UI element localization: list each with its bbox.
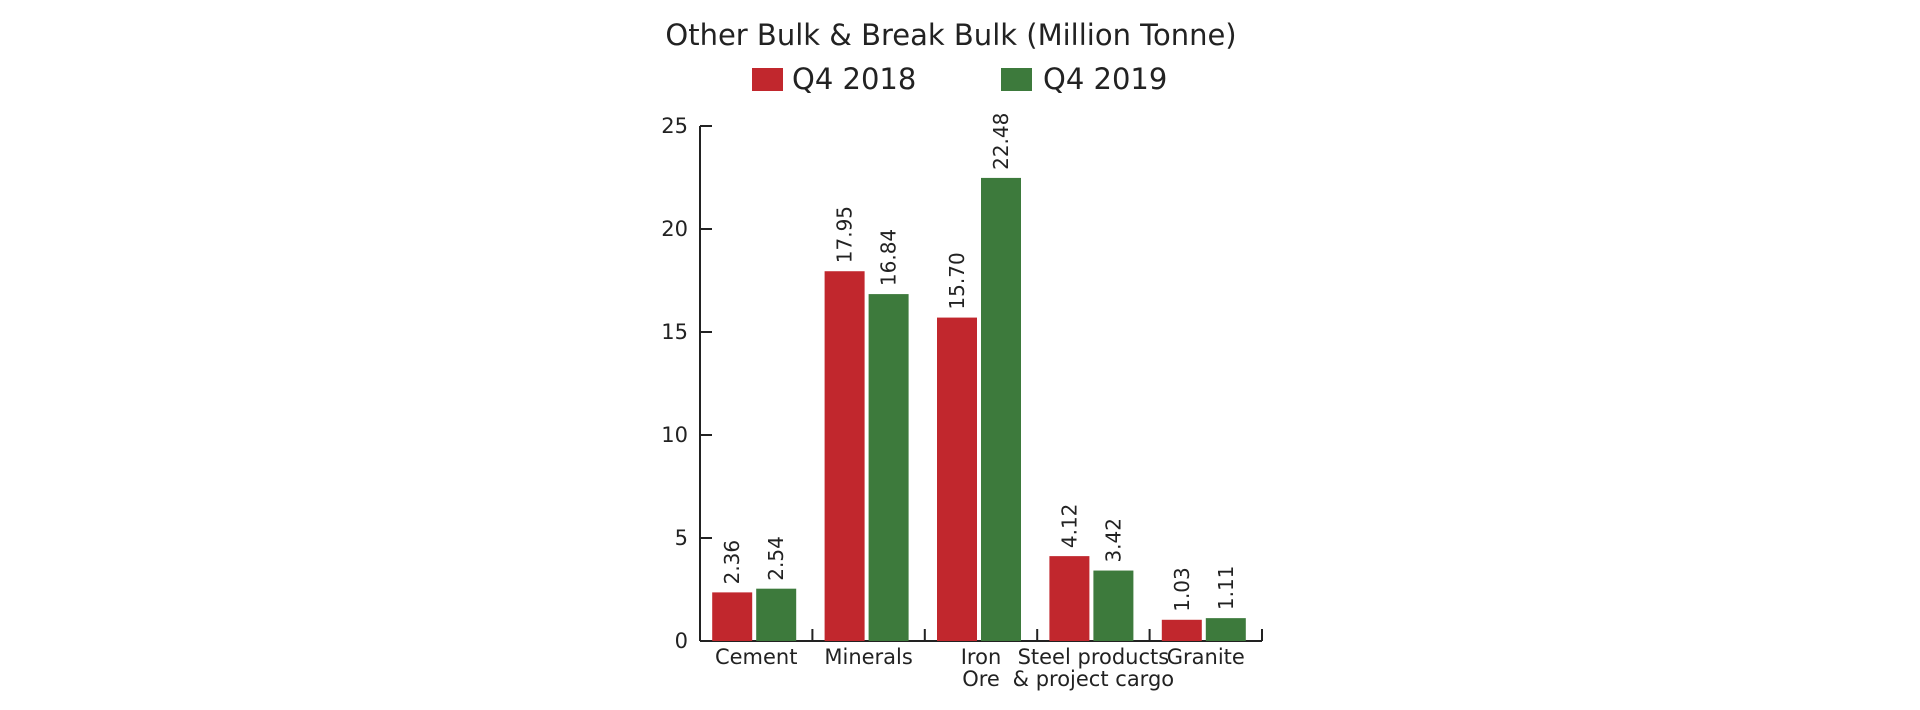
legend-swatch-q4-2019	[1001, 68, 1032, 91]
data-label: 3.42	[1101, 518, 1125, 563]
bar-q4-2018	[1049, 556, 1090, 641]
bar-q4-2019	[868, 294, 909, 641]
category-label: Ore	[962, 667, 1000, 691]
bar-q4-2018	[824, 271, 865, 641]
legend-swatch-q4-2018	[752, 68, 783, 91]
y-axis: 0 5 10 15 20 25	[661, 114, 712, 653]
data-label: 1.03	[1170, 567, 1194, 612]
data-label: 4.12	[1057, 504, 1081, 549]
data-label: 15.70	[945, 252, 969, 309]
bar-q4-2019	[1205, 618, 1246, 641]
category-label: Iron	[961, 645, 1002, 669]
y-tick-label: 10	[661, 423, 688, 447]
bar-q4-2019	[981, 177, 1021, 642]
bar-q4-2018	[1161, 619, 1202, 641]
category-label: & project cargo	[1013, 667, 1174, 691]
legend-label-q4-2019: Q4 2019	[1043, 62, 1167, 96]
bars	[712, 177, 1246, 642]
data-label: 1.11	[1214, 566, 1238, 611]
bar-q4-2018	[937, 317, 977, 641]
data-label: 22.48	[989, 113, 1013, 170]
legend-label-q4-2018: Q4 2018	[792, 62, 916, 96]
y-tick-label: 5	[675, 526, 688, 550]
category-label: Steel products	[1018, 645, 1170, 669]
y-tick-label: 15	[661, 320, 688, 344]
data-label: 17.95	[833, 206, 857, 263]
category-label: Minerals	[824, 645, 912, 669]
category-label: Granite	[1167, 645, 1245, 669]
data-labels: 2.36 2.54 17.95 16.84 15.70 22.48 4.12 3.42 1.03…	[720, 113, 1238, 612]
category-label: Cement	[715, 645, 798, 669]
data-label: 2.36	[720, 540, 744, 585]
legend: Q4 2018 Q4 2019	[752, 62, 1167, 96]
chart-title: Other Bulk & Break Bulk (Million Tonne)	[665, 18, 1236, 52]
bar-q4-2019	[1093, 570, 1134, 641]
data-label: 2.54	[764, 536, 788, 581]
data-label: 16.84	[877, 229, 901, 286]
bar-q4-2019	[756, 588, 797, 641]
y-tick-label: 0	[675, 629, 688, 653]
y-tick-label: 25	[661, 114, 688, 138]
y-tick-label: 20	[661, 217, 688, 241]
bar-q4-2018	[712, 592, 753, 641]
